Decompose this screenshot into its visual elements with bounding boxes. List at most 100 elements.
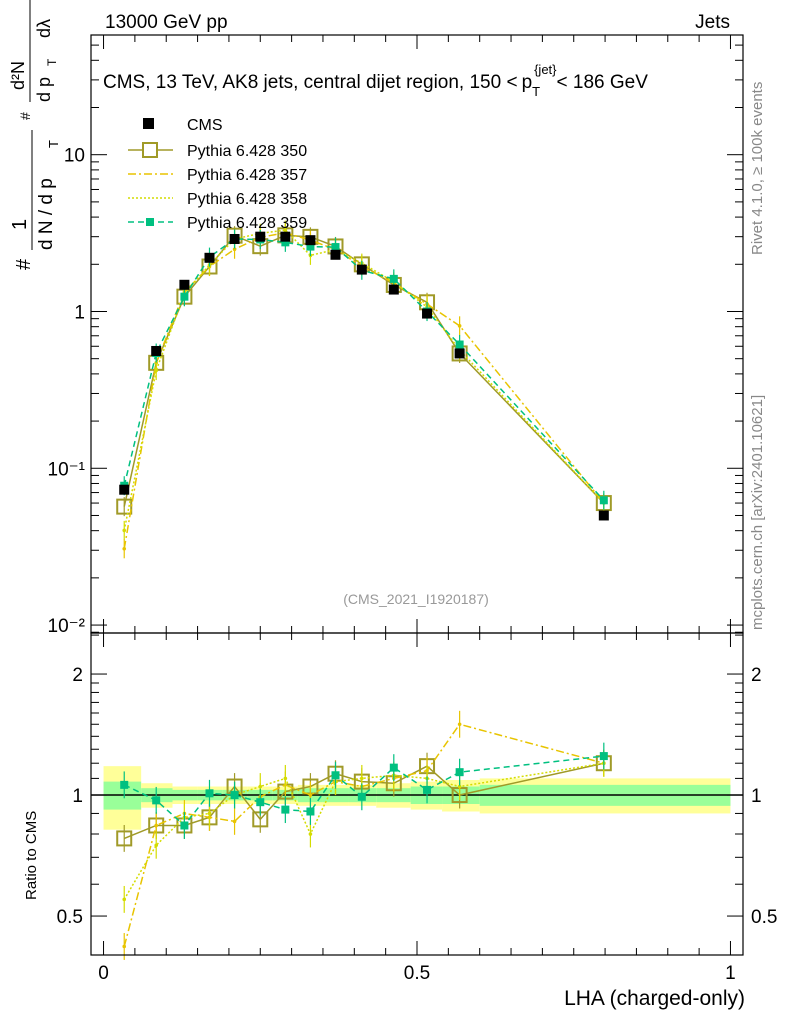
point-p359 xyxy=(331,243,340,252)
ratio-line-p359 xyxy=(123,755,604,827)
ratio-point-p357 xyxy=(154,823,158,828)
ratio-point-p358 xyxy=(207,811,212,816)
y-tick-label: 10 xyxy=(64,146,85,167)
ratio-tick-label-right: 1 xyxy=(751,786,762,807)
svg-text:T: T xyxy=(45,58,59,66)
ratio-point-p359 xyxy=(599,752,608,761)
y-tick-label: 10⁻² xyxy=(48,616,86,637)
svg-text:d²N: d²N xyxy=(8,61,28,90)
ratio-point-p359 xyxy=(357,792,366,801)
x-tick-label: 0.5 xyxy=(404,963,430,984)
ratio-point-p357 xyxy=(308,793,313,797)
ratio-point-p350 xyxy=(116,830,133,847)
point-cms xyxy=(330,249,341,260)
ratio-tick-label-right: 0.5 xyxy=(751,907,777,928)
point-p350 xyxy=(116,498,133,515)
ratio-point-p359 xyxy=(120,780,129,789)
x-tick-label: 0 xyxy=(98,963,109,984)
point-cms xyxy=(204,252,215,263)
ratio-point-p358 xyxy=(154,843,158,848)
point-p357 xyxy=(232,247,237,252)
legend-marker-cms xyxy=(143,118,154,129)
point-cms xyxy=(280,231,291,242)
svg-text:d N / d p: d N / d p xyxy=(36,178,57,250)
ratio-tick-label: 0.5 xyxy=(57,907,83,928)
point-cms xyxy=(388,284,399,295)
point-p357 xyxy=(457,324,462,328)
legend-label-p359: Pythia 6.428 359 xyxy=(187,215,307,232)
header-left: 13000 GeV pp xyxy=(105,12,228,33)
ratio-point-p358 xyxy=(122,897,127,902)
point-cms xyxy=(119,484,130,495)
ratio-point-p358 xyxy=(308,832,313,836)
legend-label-cms: CMS xyxy=(187,117,223,134)
ratio-point-p358 xyxy=(360,776,364,781)
series-line-p359 xyxy=(123,238,605,501)
point-p358 xyxy=(122,528,127,533)
point-cms xyxy=(356,264,367,275)
point-cms xyxy=(422,308,433,319)
point-cms xyxy=(454,348,465,359)
legend-marker-p350 xyxy=(142,142,158,158)
point-p359 xyxy=(281,238,290,247)
legend: CMS Pythia 6.428 350 Pythia 6.428 357 Pythi… xyxy=(128,117,307,232)
ratio-point-p358 xyxy=(283,776,288,781)
svg-text:#: # xyxy=(17,112,33,120)
svg-text:T: T xyxy=(46,140,61,148)
ratio-point-p359 xyxy=(152,796,161,805)
ratio-point-p359 xyxy=(256,798,265,807)
ratio-line-p350 xyxy=(123,762,604,840)
watermark: (CMS_2021_I1920187) xyxy=(343,591,489,607)
svg-text:d p: d p xyxy=(34,77,54,102)
ratio-line-p357 xyxy=(123,723,605,947)
x-tick-label: 1 xyxy=(725,963,736,984)
ratio-y-label: Ratio to CMS xyxy=(23,811,40,900)
y-tick-label: 1 xyxy=(74,302,85,323)
ratio-point-p359 xyxy=(331,771,340,780)
plot-title: CMS, 13 TeV, AK8 jets, central dijet reg… xyxy=(103,62,648,99)
point-p359 xyxy=(180,292,189,301)
x-axis-label: LHA (charged-only) xyxy=(564,987,745,1010)
legend-label-p357: Pythia 6.428 357 xyxy=(187,167,307,184)
point-p359 xyxy=(389,274,398,283)
ratio-point-p357 xyxy=(122,944,127,949)
point-p358 xyxy=(283,228,288,232)
legend-label-p350: Pythia 6.428 350 xyxy=(187,143,307,160)
ratio-point-p357 xyxy=(457,722,462,727)
ratio-point-p359 xyxy=(423,785,432,794)
ratio-tick-label-right: 2 xyxy=(751,665,762,686)
point-cms xyxy=(229,233,240,244)
point-p357 xyxy=(122,546,127,551)
series-line-p358 xyxy=(123,229,605,531)
ratio-point-p357 xyxy=(232,819,237,824)
point-cms xyxy=(598,510,609,521)
svg-text:dλ: dλ xyxy=(34,19,54,38)
ratio-point-p359 xyxy=(306,807,315,816)
axes: 0 0.5 1 10⁻² 10⁻¹ 1 10 0.5 0.5 1 1 2 2 xyxy=(48,34,777,984)
y-tick-label: 10⁻¹ xyxy=(48,459,86,480)
ratio-point-p358 xyxy=(457,784,462,789)
ratio-point-p359 xyxy=(389,763,398,772)
svg-text:#: # xyxy=(13,258,35,270)
svg-text:1: 1 xyxy=(9,219,31,230)
point-p359 xyxy=(306,242,315,251)
ratio-tick-label: 2 xyxy=(72,665,83,686)
point-cms xyxy=(151,345,162,356)
ratio-point-p359 xyxy=(180,821,189,830)
legend-marker-p359 xyxy=(146,218,154,226)
header-right: Jets xyxy=(695,12,730,33)
series-layer xyxy=(116,220,612,960)
series-line-p350 xyxy=(123,234,605,507)
ratio-point-p359 xyxy=(281,805,290,814)
ratio-point-p358 xyxy=(258,784,263,789)
y-axis-label: # 1 d N / d p T # d²N d p T dλ xyxy=(8,0,61,270)
point-p359 xyxy=(599,496,608,505)
ratio-point-p359 xyxy=(205,789,214,798)
ratio-tick-label: 1 xyxy=(72,786,83,807)
series-line-p357 xyxy=(123,231,605,549)
point-p358 xyxy=(154,368,158,373)
ratio-point-p359 xyxy=(230,791,239,800)
ratio-point-p359 xyxy=(455,768,464,777)
